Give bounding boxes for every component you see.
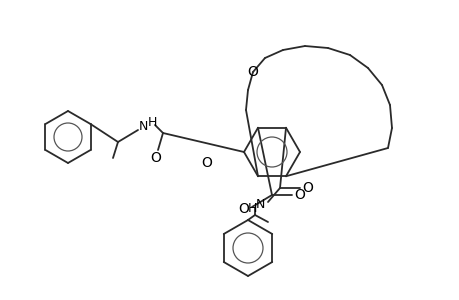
Text: O: O [150,151,161,165]
Text: O: O [238,202,249,216]
Text: N: N [255,199,264,212]
Text: H: H [147,116,157,130]
Text: H: H [247,202,256,214]
Text: O: O [302,181,313,195]
Text: N: N [138,121,147,134]
Text: O: O [247,65,258,79]
Text: O: O [201,156,212,170]
Text: O: O [294,188,305,202]
